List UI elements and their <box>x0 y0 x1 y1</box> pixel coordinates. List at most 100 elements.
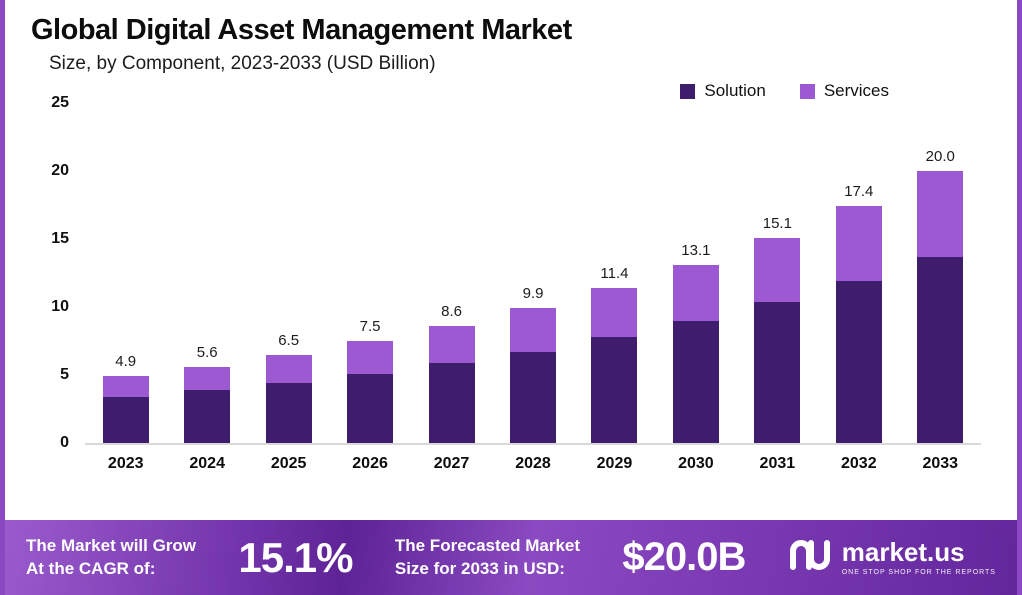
y-tick-label: 15 <box>51 230 69 247</box>
bar-stack <box>265 354 312 443</box>
chart-title: Global Digital Asset Management Market <box>31 14 572 46</box>
bar-stack <box>102 376 149 443</box>
bar-stack <box>672 264 719 443</box>
forecast-label-line2: Size for 2033 in USD: <box>394 558 565 578</box>
legend-swatch-services <box>799 83 815 99</box>
bar-total-label: 9.9 <box>522 285 544 303</box>
footer-banner: The Market will Grow At the CAGR of: 15.… <box>5 520 1017 595</box>
legend-label-services: Services <box>823 81 889 100</box>
cagr-label: The Market will Grow At the CAGR of: <box>26 535 196 579</box>
bar-segment-services <box>591 287 638 337</box>
y-tick-label: 10 <box>51 298 69 315</box>
cagr-label-line1: The Market will Grow <box>26 536 197 556</box>
bars-row: 4.9 5.6 6.5 7.5 8.6 9.9 11.4 13.1 15.1 17.4 20.0 <box>85 103 981 443</box>
bar-column: 20.0 <box>900 103 981 443</box>
bar-column: 6.5 <box>248 103 329 443</box>
x-axis-label: 2032 <box>841 455 877 472</box>
bar-total-label: 7.5 <box>359 318 381 336</box>
bar-segment-services <box>835 206 882 282</box>
forecast-label: The Forecasted Market Size for 2033 in U… <box>395 535 580 579</box>
bar-column: 5.6 <box>166 103 247 443</box>
cagr-value: 15.1% <box>238 533 353 581</box>
bar-stack <box>917 171 964 443</box>
x-axis-label: 2026 <box>352 455 388 472</box>
x-axis-label: 2031 <box>759 455 796 472</box>
bar-segment-services <box>347 341 394 374</box>
x-axis-label: 2033 <box>922 455 959 472</box>
brand-text: market.us ONE STOP SHOP FOR THE REPORTS <box>842 539 996 576</box>
bar-column: 15.1 <box>737 103 818 443</box>
x-axis-label: 2025 <box>270 455 307 472</box>
bar-segment-solution <box>102 396 149 443</box>
y-tick-label: 5 <box>60 366 69 383</box>
forecast-label-line1: The Forecasted Market <box>394 536 581 556</box>
brand-name: market.us <box>841 537 965 567</box>
x-axis-label: 2030 <box>678 455 714 472</box>
legend-swatch-solution <box>680 83 696 99</box>
bar-segment-solution <box>428 362 475 443</box>
bar-segment-services <box>754 237 801 302</box>
forecast-value: $20.0B <box>622 535 746 579</box>
bar-segment-services <box>102 376 149 397</box>
bar-segment-services <box>265 354 312 384</box>
bar-segment-solution <box>347 373 394 443</box>
brand-tagline: ONE STOP SHOP FOR THE REPORTS <box>841 569 996 576</box>
bar-segment-services <box>672 264 719 321</box>
bar-segment-solution <box>184 389 231 443</box>
x-axis-label: 2027 <box>433 455 470 472</box>
bar-segment-solution <box>917 256 964 443</box>
bar-stack <box>184 366 231 443</box>
bar-stack <box>835 206 882 443</box>
bar-column: 4.9 <box>85 103 166 443</box>
y-axis: 0 5 10 15 20 25 <box>29 94 77 451</box>
bar-column: 17.4 <box>818 103 899 443</box>
bar-total-label: 4.9 <box>115 353 137 371</box>
cagr-label-line2: At the CAGR of: <box>26 558 156 578</box>
bar-segment-services <box>509 308 556 352</box>
bar-total-label: 8.6 <box>441 303 462 321</box>
bar-segment-solution <box>591 336 638 443</box>
bar-stack <box>591 287 638 443</box>
bar-column: 8.6 <box>411 103 492 443</box>
bar-total-label: 15.1 <box>762 214 792 232</box>
bar-segment-solution <box>835 281 882 443</box>
bar-column: 13.1 <box>655 103 736 443</box>
y-tick-label: 25 <box>51 94 69 111</box>
bar-segment-services <box>428 326 475 363</box>
chart-header: Global Digital Asset Management Market S… <box>5 0 1017 75</box>
y-tick-label: 0 <box>60 434 69 451</box>
bar-segment-solution <box>672 320 719 443</box>
bar-stack <box>347 341 394 443</box>
bar-column: 9.9 <box>492 103 573 443</box>
bar-column: 7.5 <box>329 103 410 443</box>
bar-stack <box>754 237 801 443</box>
bar-total-label: 17.4 <box>844 183 874 201</box>
x-axis-label: 2029 <box>596 455 633 472</box>
chart-subtitle: Size, by Component, 2023-2033 (USD Billi… <box>49 53 436 74</box>
bar-column: 11.4 <box>574 103 655 443</box>
bar-stack <box>428 326 475 443</box>
y-tick-label: 20 <box>51 162 69 179</box>
bar-total-label: 5.6 <box>196 343 218 361</box>
legend-label-solution: Solution <box>704 81 766 100</box>
legend: Solution Services <box>680 81 889 101</box>
x-axis-labels: 2023 2024 2025 2026 2027 2028 2029 2030 2031 2032… <box>85 455 981 473</box>
legend-item-solution: Solution <box>680 81 766 101</box>
bar-total-label: 6.5 <box>278 331 300 349</box>
bar-segment-services <box>184 366 231 390</box>
bar-segment-solution <box>265 383 312 443</box>
bar-total-label: 13.1 <box>681 241 711 259</box>
x-axis-label: 2028 <box>515 455 551 472</box>
marketus-logo-icon <box>788 539 832 576</box>
x-axis-label: 2024 <box>189 455 225 472</box>
bar-total-label: 11.4 <box>600 264 629 282</box>
bar-stack <box>509 308 556 443</box>
stacked-bar-chart: Solution Services 0 5 10 15 20 25 4.9 5.6 6.5 7.… <box>5 75 1017 515</box>
legend-item-services: Services <box>799 81 889 101</box>
bar-segment-solution <box>754 301 801 443</box>
bar-segment-services <box>917 171 964 257</box>
x-axis-label: 2023 <box>107 455 144 472</box>
bar-segment-solution <box>509 351 556 443</box>
marketus-brand: market.us ONE STOP SHOP FOR THE REPORTS <box>788 539 996 576</box>
